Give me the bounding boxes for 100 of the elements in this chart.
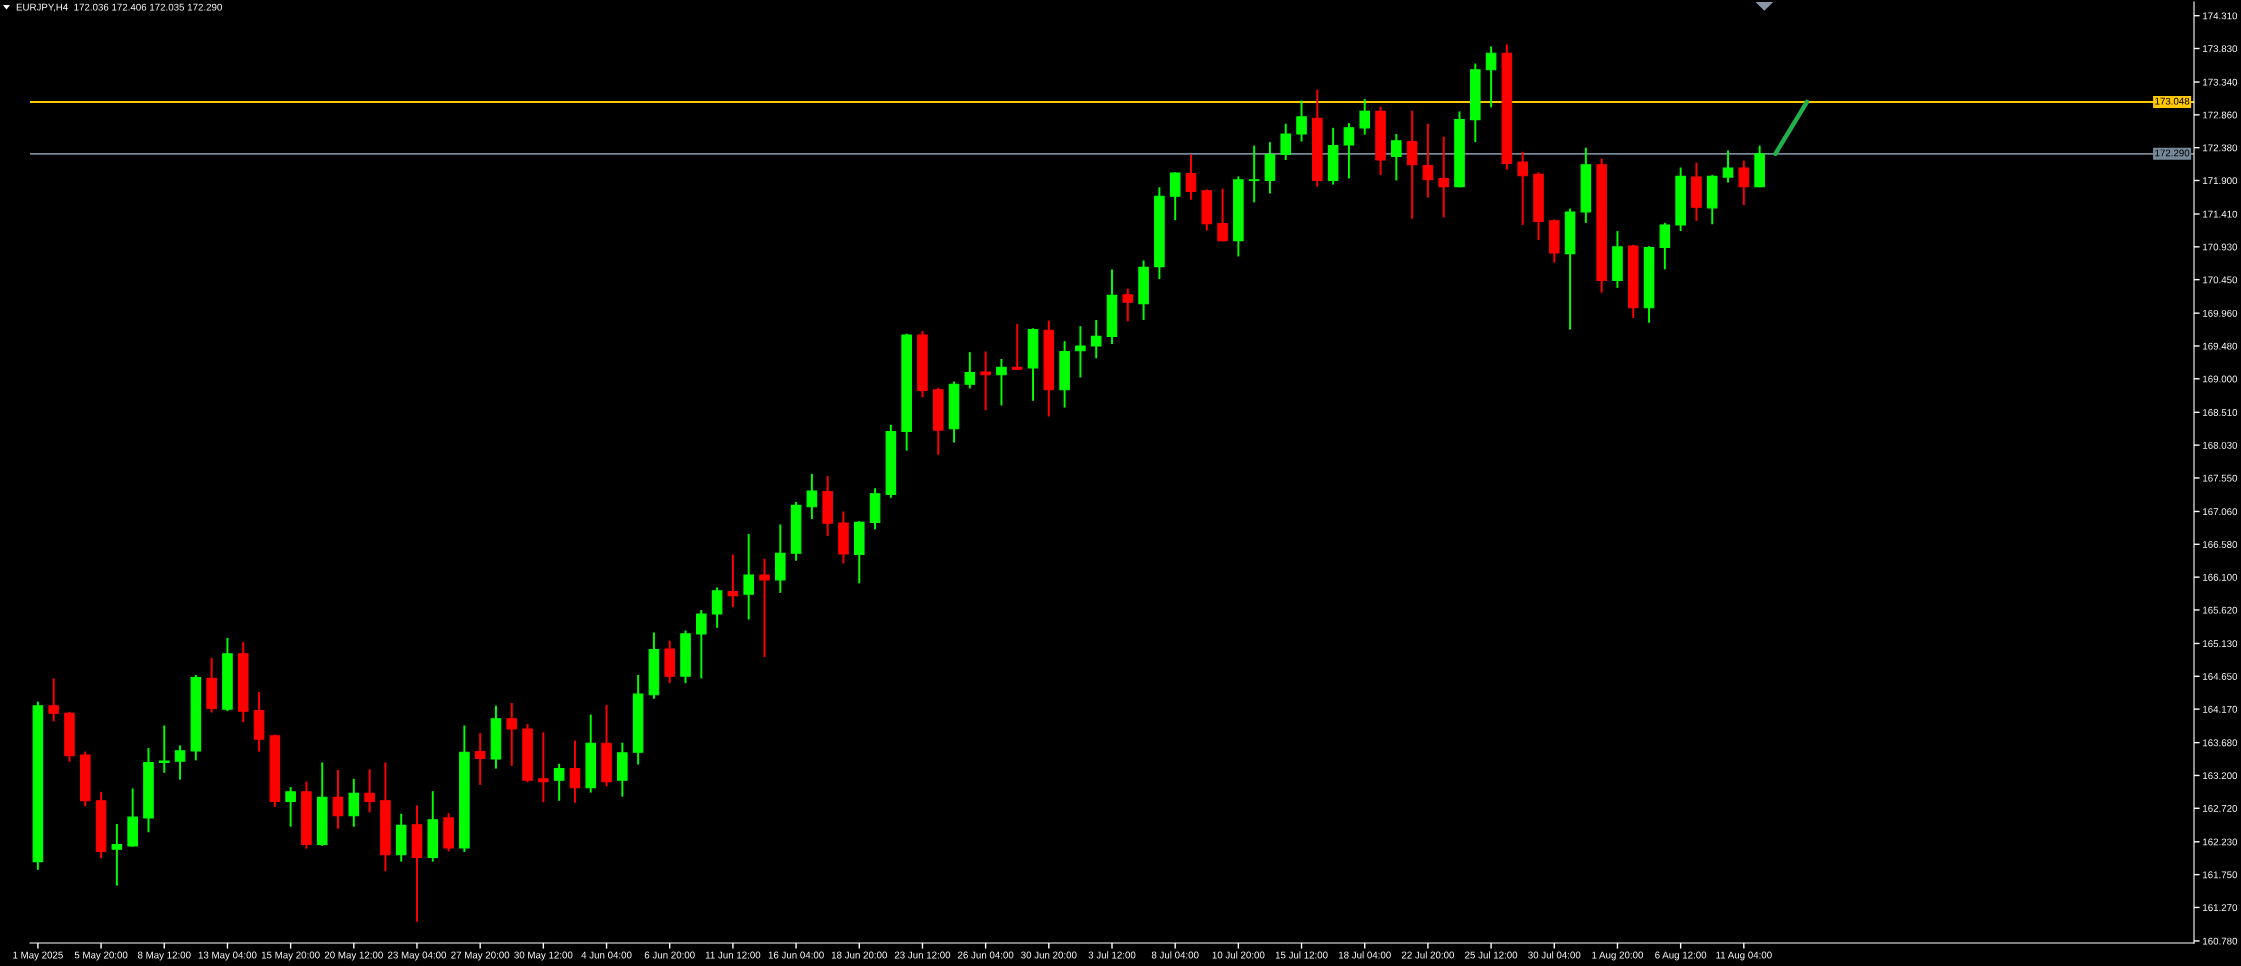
y-tick-label: 163.200 — [2203, 772, 2238, 780]
candlestick — [474, 732, 486, 786]
x-tick-label: 30 Jul 04:00 — [1528, 951, 1581, 959]
y-tick-label: 166.580 — [2203, 541, 2238, 548]
y-tick-label: 166.100 — [2203, 573, 2238, 581]
x-tick-label: 1 May 2025 — [13, 951, 63, 961]
x-tick-label: 26 Jun 04:00 — [958, 951, 1014, 959]
candlestick — [1722, 149, 1734, 184]
x-tick-label: 10 Jul 20:00 — [1212, 951, 1265, 959]
x-tick-label: 15 Jul 12:00 — [1275, 951, 1328, 959]
candlestick — [1517, 150, 1528, 226]
y-tick-label: 169.480 — [2203, 342, 2238, 350]
y-tick-label: 169.000 — [2203, 375, 2238, 383]
y-tick-label: 162.720 — [2203, 805, 2238, 812]
x-tick-label: 8 Jul 04:00 — [1151, 951, 1199, 959]
x-tick-label: 30 Jun 20:00 — [1021, 951, 1077, 959]
y-tick-label: 167.550 — [2203, 474, 2238, 482]
y-tick-label: 160.780 — [2203, 937, 2238, 945]
x-tick-label: 27 May 20:00 — [451, 951, 510, 961]
candlestick — [1248, 144, 1260, 204]
candlestick — [348, 777, 360, 828]
candlestick — [1422, 122, 1434, 199]
y-tick-label: 164.170 — [2203, 705, 2238, 713]
candlestick — [1659, 221, 1671, 271]
y-tick-label: 173.830 — [2203, 45, 2238, 53]
candlestick — [1217, 187, 1228, 243]
y-tick-label: 173.340 — [2203, 78, 2238, 86]
candlestick — [538, 731, 549, 804]
y-tick-label: 170.930 — [2203, 243, 2238, 251]
x-tick-label: 11 Aug 04:00 — [1716, 951, 1772, 961]
y-tick-label: 168.510 — [2203, 409, 2238, 416]
candlestick — [1122, 287, 1134, 323]
x-tick-label: 23 Jun 12:00 — [894, 951, 951, 959]
y-tick-label: 165.620 — [2203, 606, 2238, 614]
x-tick-label: 16 Jun 04:00 — [768, 951, 824, 959]
candlestick — [759, 557, 770, 659]
candlestick — [1438, 135, 1450, 219]
y-tick-label: 165.130 — [2203, 640, 2238, 648]
x-tick-label: 23 May 04:00 — [388, 951, 447, 961]
x-tick-label: 6 Jun 20:00 — [644, 951, 695, 959]
candlestick — [1011, 323, 1023, 371]
candlestick — [174, 744, 186, 781]
candlestick — [996, 358, 1007, 407]
chart-title: EURJPY,H4 172.036 172.406 172.035 172.290 — [16, 3, 222, 12]
candlestick — [696, 608, 707, 680]
candlestick — [553, 762, 565, 802]
candlestick — [285, 786, 296, 828]
candlestick — [1280, 122, 1292, 161]
candlestick — [980, 350, 991, 412]
y-tick-label: 161.750 — [2203, 871, 2238, 879]
candlestick — [1391, 133, 1402, 182]
x-tick-label: 8 May 12:00 — [137, 951, 191, 961]
candlestick — [1343, 122, 1355, 180]
candlestick — [1738, 159, 1750, 207]
y-tick-label: 169.960 — [2203, 309, 2238, 317]
y-tick-label: 168.030 — [2203, 441, 2238, 449]
candlestick — [1075, 325, 1086, 379]
candlestick — [48, 677, 59, 723]
x-tick-label: 3 Jul 12:00 — [1088, 951, 1136, 959]
ref-line-label: 172.290 — [2155, 149, 2190, 157]
x-tick-label: 15 May 20:00 — [261, 951, 320, 961]
candlestick — [332, 769, 344, 830]
candlestick — [364, 768, 375, 814]
y-tick-label: 164.650 — [2203, 673, 2238, 680]
candlestick — [1485, 45, 1497, 109]
y-tick-label: 172.860 — [2203, 111, 2238, 119]
y-tick-label: 174.310 — [2203, 12, 2238, 20]
ref-line-label: 173.048 — [2155, 97, 2190, 105]
y-tick-label: 163.680 — [2203, 739, 2238, 747]
y-tick-label: 162.230 — [2203, 838, 2238, 846]
candlestick — [506, 701, 518, 767]
x-tick-label: 1 Aug 20:00 — [1592, 951, 1644, 961]
candlestick — [743, 533, 754, 621]
candlestick — [1185, 153, 1197, 201]
x-tick-label: 5 May 20:00 — [74, 951, 128, 961]
x-tick-label: 30 May 12:00 — [514, 951, 573, 961]
candlestick — [806, 472, 818, 520]
candlestick — [1296, 99, 1307, 143]
candlestick — [711, 586, 723, 629]
y-tick-label: 161.270 — [2203, 904, 2238, 912]
x-tick-label: 25 Jul 12:00 — [1465, 951, 1518, 959]
candlestick — [111, 823, 123, 887]
candlestick — [158, 724, 170, 774]
candlestick — [727, 553, 739, 609]
x-tick-label: 20 May 12:00 — [324, 951, 383, 961]
x-tick-label: 18 Jun 20:00 — [831, 951, 887, 959]
y-tick-label: 171.410 — [2203, 210, 2238, 218]
y-tick-label: 167.060 — [2203, 508, 2238, 516]
candlestick — [1359, 98, 1371, 136]
y-tick-label: 171.900 — [2203, 177, 2238, 185]
y-tick-label: 172.380 — [2203, 144, 2238, 152]
x-tick-label: 6 Aug 12:00 — [1655, 951, 1707, 961]
x-tick-label: 4 Jun 04:00 — [581, 951, 632, 959]
x-tick-label: 18 Jul 04:00 — [1338, 951, 1391, 959]
candlestick — [1406, 109, 1418, 220]
candlestick — [1169, 171, 1181, 222]
x-tick-label: 11 Jun 12:00 — [705, 951, 761, 959]
x-tick-label: 13 May 04:00 — [198, 951, 257, 961]
candlestick — [569, 739, 581, 804]
x-tick-label: 22 Jul 20:00 — [1401, 951, 1455, 959]
